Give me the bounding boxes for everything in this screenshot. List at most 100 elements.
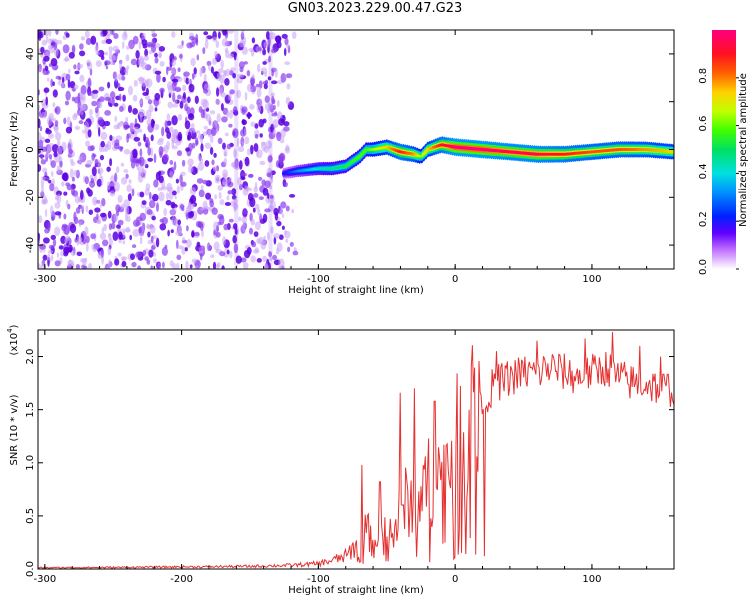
noise-blob: [214, 194, 218, 200]
noise-blob: [132, 94, 138, 102]
noise-blob: [213, 221, 220, 232]
noise-blob: [46, 147, 50, 158]
noise-blob: [170, 70, 177, 75]
noise-blob: [131, 261, 137, 268]
noise-blob: [162, 76, 166, 83]
noise-blob: [63, 191, 68, 196]
noise-blob: [100, 140, 105, 148]
noise-blob: [177, 219, 181, 226]
noise-blob: [67, 79, 71, 89]
noise-blob: [98, 86, 105, 92]
spectrogram-x-label: Height of straight line (km): [288, 285, 424, 296]
noise-blob: [217, 184, 224, 191]
noise-blob: [224, 202, 231, 206]
noise-blob: [105, 38, 113, 45]
noise-blob: [124, 68, 129, 74]
noise-blob: [139, 148, 143, 157]
noise-blob: [46, 77, 50, 82]
noise-blob: [85, 140, 91, 147]
noise-blob: [195, 33, 199, 44]
noise-blob: [179, 174, 183, 184]
noise-blob: [90, 145, 95, 151]
noise-blob: [79, 74, 85, 83]
noise-blob: [201, 229, 204, 238]
noise-blob: [271, 80, 278, 85]
noise-blob: [96, 178, 103, 187]
noise-blob: [96, 162, 101, 168]
noise-blob: [104, 96, 112, 101]
noise-blob: [138, 233, 144, 237]
noise-blob: [70, 161, 76, 166]
noise-blob: [125, 54, 130, 62]
noise-blob: [146, 43, 153, 48]
y-tick-label: 1.0: [25, 455, 36, 471]
noise-blob: [216, 113, 221, 123]
noise-blob: [76, 251, 83, 257]
noise-blob: [137, 265, 142, 269]
noise-blob: [182, 84, 187, 92]
noise-blob: [196, 241, 201, 247]
noise-blob: [124, 205, 129, 216]
noise-blob: [56, 146, 63, 156]
noise-blob: [154, 107, 158, 112]
noise-blob: [148, 249, 154, 258]
noise-blob: [285, 96, 291, 106]
noise-blob: [198, 189, 205, 198]
noise-blob: [47, 249, 54, 254]
noise-blob: [164, 244, 168, 249]
noise-blob: [244, 185, 250, 192]
noise-blob: [224, 47, 229, 53]
noise-blob: [219, 251, 226, 257]
noise-blob: [145, 87, 149, 96]
noise-blob: [251, 241, 257, 248]
noise-blob: [71, 188, 75, 196]
noise-blob: [232, 160, 239, 170]
noise-blob: [45, 129, 52, 135]
noise-blob: [155, 261, 160, 269]
noise-blob: [129, 234, 132, 241]
noise-blob: [158, 191, 165, 202]
noise-blob: [271, 112, 278, 117]
noise-blob: [150, 147, 154, 157]
noise-blob: [99, 232, 107, 240]
noise-blob: [106, 166, 111, 172]
noise-blob: [228, 177, 232, 183]
noise-blob: [184, 247, 188, 252]
noise-blob: [79, 43, 84, 50]
noise-blob: [267, 103, 274, 110]
noise-blob: [229, 250, 233, 259]
noise-blob: [73, 64, 77, 70]
noise-blob: [172, 190, 177, 196]
noise-blob: [266, 167, 273, 178]
noise-blob: [38, 66, 42, 73]
noise-blob: [262, 61, 267, 65]
snr-series-line: [38, 332, 674, 569]
noise-blob: [185, 147, 190, 152]
noise-blob: [215, 231, 221, 238]
x-tick-label: -100: [307, 574, 330, 585]
noise-blob: [62, 172, 69, 182]
noise-blob: [169, 126, 174, 133]
noise-blob: [99, 201, 103, 209]
noise-blob: [71, 250, 75, 257]
noise-blob: [105, 65, 109, 70]
colorbar: 0.0 0.2 0.4 0.6 0.8 Normalized spectral ampl…: [698, 30, 749, 275]
noise-blob: [218, 87, 223, 96]
noise-blob: [65, 126, 72, 134]
noise-blob: [238, 160, 243, 170]
noise-blob: [147, 146, 152, 156]
noise-blob: [244, 136, 250, 145]
noise-blob: [244, 91, 248, 101]
noise-blob: [116, 166, 120, 174]
noise-blob: [190, 57, 196, 67]
noise-blob: [212, 261, 217, 269]
noise-blob: [43, 87, 50, 93]
noise-blob: [283, 126, 290, 132]
noise-blob: [113, 102, 119, 107]
noise-blob: [88, 209, 94, 215]
noise-blob: [159, 61, 165, 67]
x-tick-label: 0: [452, 574, 458, 585]
noise-blob: [252, 249, 260, 254]
noise-blob: [286, 73, 293, 79]
noise-blob: [249, 227, 253, 235]
